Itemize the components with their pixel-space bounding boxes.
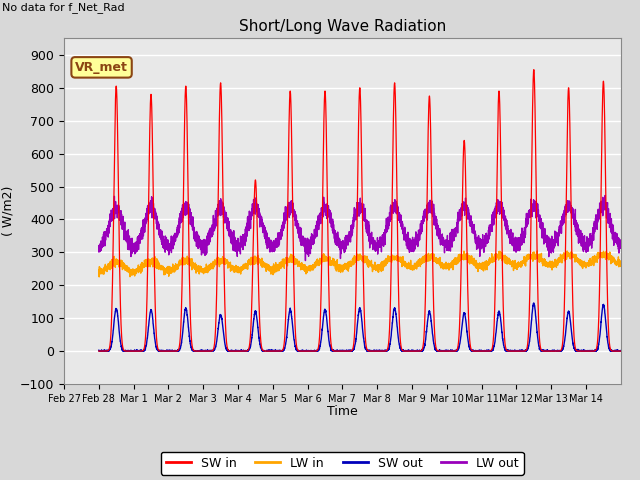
Text: No data for f_Net_Rad: No data for f_Net_Rad [1,2,124,13]
Text: VR_met: VR_met [75,61,128,74]
X-axis label: Time: Time [327,405,358,418]
Y-axis label: ( W/m2): ( W/m2) [1,186,14,236]
Title: Short/Long Wave Radiation: Short/Long Wave Radiation [239,20,446,35]
Legend: SW in, LW in, SW out, LW out: SW in, LW in, SW out, LW out [161,452,524,475]
